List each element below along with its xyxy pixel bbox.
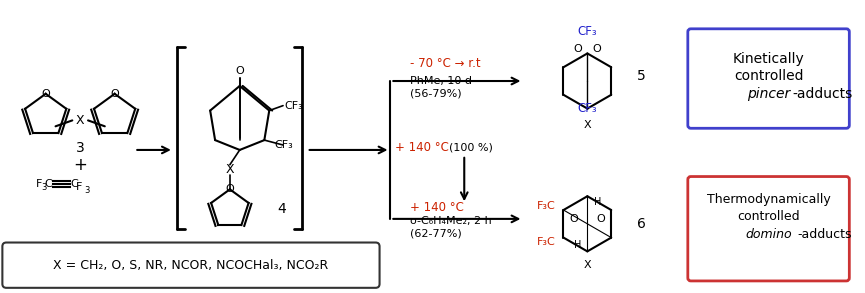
Text: controlled: controlled [734, 69, 804, 83]
Text: + 140 °C: + 140 °C [410, 201, 464, 214]
Text: F: F [35, 179, 42, 189]
Text: 3: 3 [41, 183, 47, 192]
Text: X: X [584, 260, 591, 270]
Text: O: O [573, 45, 582, 54]
Text: O: O [235, 66, 244, 76]
FancyBboxPatch shape [3, 243, 380, 288]
Text: H: H [573, 241, 581, 251]
FancyBboxPatch shape [688, 29, 849, 128]
Text: +: + [74, 156, 87, 174]
Text: 4: 4 [278, 202, 286, 216]
Text: Kinetically: Kinetically [733, 52, 804, 66]
Text: CF₃: CF₃ [578, 102, 597, 115]
Text: controlled: controlled [737, 210, 800, 224]
Text: C: C [70, 179, 78, 189]
Text: PhMe, 10 d: PhMe, 10 d [410, 76, 472, 86]
Text: H: H [593, 197, 601, 207]
Text: X = CH₂, O, S, NR, NCOR, NCOCHal₃, NCO₂R: X = CH₂, O, S, NR, NCOR, NCOCHal₃, NCO₂R [53, 259, 328, 272]
Text: X: X [76, 114, 85, 127]
Text: F₃C: F₃C [536, 236, 555, 246]
Text: domino: domino [746, 228, 791, 241]
FancyBboxPatch shape [688, 177, 849, 281]
Text: o-C₆H₄Me₂, 2 h: o-C₆H₄Me₂, 2 h [410, 216, 492, 226]
Text: O: O [593, 45, 601, 54]
Text: - 70 °C → r.t: - 70 °C → r.t [410, 57, 481, 70]
Text: O: O [597, 214, 605, 224]
Text: pincer: pincer [747, 87, 791, 101]
Text: 5: 5 [638, 69, 646, 83]
Text: X: X [584, 120, 591, 130]
Text: F₃C: F₃C [536, 201, 555, 211]
Text: Thermodynamically: Thermodynamically [707, 193, 830, 206]
Text: O: O [226, 184, 234, 194]
Text: O: O [42, 89, 50, 99]
Text: F: F [76, 182, 82, 193]
Text: O: O [110, 89, 119, 99]
Text: -adducts: -adducts [798, 228, 852, 241]
Text: (100 %): (100 %) [450, 143, 493, 153]
Text: CF₃: CF₃ [274, 140, 293, 150]
Text: C: C [45, 179, 53, 189]
Text: -adducts: -adducts [792, 87, 852, 101]
Text: CF₃: CF₃ [284, 100, 303, 111]
Text: O: O [569, 214, 578, 224]
Text: 3: 3 [85, 186, 90, 195]
Text: 6: 6 [638, 217, 646, 231]
Text: CF₃: CF₃ [578, 25, 597, 38]
Text: X: X [226, 163, 234, 176]
Text: 3: 3 [76, 141, 85, 155]
Text: (56-79%): (56-79%) [410, 89, 462, 99]
Text: (62-77%): (62-77%) [410, 229, 462, 239]
Text: + 140 °C: + 140 °C [395, 142, 449, 154]
